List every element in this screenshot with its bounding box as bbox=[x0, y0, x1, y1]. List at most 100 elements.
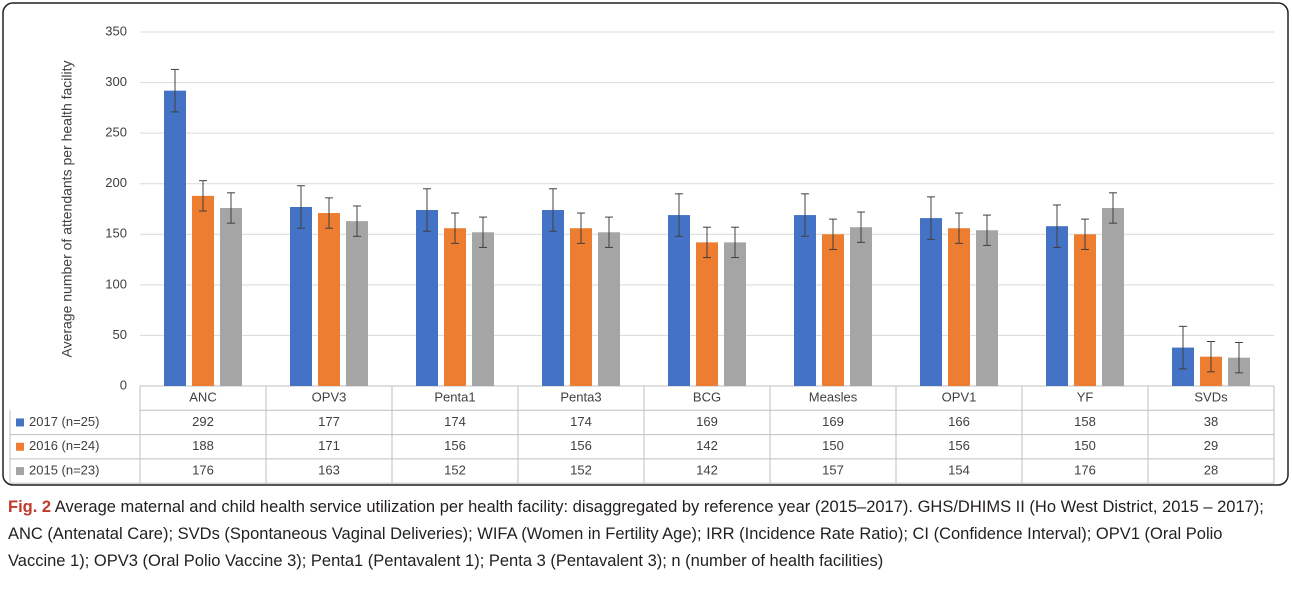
x-tick-label: ANC bbox=[189, 390, 216, 405]
caption: Fig. 2 Average maternal and child health… bbox=[8, 494, 1284, 575]
table-value: 156 bbox=[444, 438, 466, 453]
error-bar bbox=[479, 216, 487, 248]
table-value: 152 bbox=[570, 462, 592, 477]
bar bbox=[1102, 207, 1124, 386]
legend-label: 2015 (n=23) bbox=[29, 462, 99, 477]
error-bar bbox=[1207, 340, 1215, 373]
bar bbox=[290, 206, 312, 386]
x-tick-label: YF bbox=[1077, 390, 1094, 405]
table-value: 28 bbox=[1204, 462, 1218, 477]
bar bbox=[346, 221, 368, 386]
error-bar bbox=[703, 226, 711, 259]
table-value: 152 bbox=[444, 462, 466, 477]
bar bbox=[668, 215, 690, 386]
figure-frame bbox=[2, 2, 1289, 486]
table-value: 292 bbox=[192, 414, 214, 429]
bar bbox=[794, 215, 816, 386]
table-value: 29 bbox=[1204, 438, 1218, 453]
bar bbox=[976, 230, 998, 386]
legend-key bbox=[16, 442, 24, 451]
y-tick-label: 0 bbox=[120, 377, 127, 392]
error-bar bbox=[801, 193, 809, 237]
y-axis-label: Average number of attendants per health … bbox=[59, 60, 75, 357]
bar bbox=[822, 234, 844, 386]
error-bar bbox=[983, 214, 991, 246]
y-tick-label: 100 bbox=[105, 276, 127, 291]
bar bbox=[416, 210, 438, 386]
chart: Average number of attendants per health … bbox=[2, 2, 1289, 486]
bar bbox=[920, 218, 942, 386]
bar bbox=[192, 195, 214, 386]
table-value: 158 bbox=[1074, 414, 1096, 429]
error-bar bbox=[325, 197, 333, 229]
x-tick-label: OPV1 bbox=[942, 390, 977, 405]
x-tick-label: BCG bbox=[693, 390, 721, 405]
bar bbox=[948, 228, 970, 386]
x-tick-label: Measles bbox=[809, 390, 858, 405]
error-bar bbox=[675, 193, 683, 237]
error-bar bbox=[1081, 218, 1089, 250]
error-bar bbox=[1235, 342, 1243, 374]
table-value: 142 bbox=[696, 438, 718, 453]
legend-key bbox=[16, 467, 24, 476]
error-bar bbox=[297, 185, 305, 229]
table-value: 154 bbox=[948, 462, 970, 477]
bar bbox=[1046, 226, 1068, 386]
bar bbox=[598, 232, 620, 386]
bar bbox=[696, 242, 718, 386]
x-tick-label: Penta1 bbox=[434, 390, 475, 405]
error-bar bbox=[829, 218, 837, 250]
table-value: 150 bbox=[822, 438, 844, 453]
bar bbox=[724, 242, 746, 386]
error-bar bbox=[353, 205, 361, 237]
error-bar bbox=[577, 212, 585, 244]
legend-label: 2017 (n=25) bbox=[29, 414, 99, 429]
error-bar bbox=[955, 212, 963, 244]
y-tick-label: 300 bbox=[105, 74, 127, 89]
error-bar bbox=[927, 196, 935, 240]
error-bar bbox=[731, 226, 739, 259]
error-bar bbox=[605, 216, 613, 248]
legend-label: 2016 (n=24) bbox=[29, 438, 99, 453]
table-value: 177 bbox=[318, 414, 340, 429]
bar bbox=[164, 90, 186, 387]
error-bar bbox=[423, 188, 431, 232]
y-tick-label: 250 bbox=[105, 125, 127, 140]
table-value: 169 bbox=[696, 414, 718, 429]
table-value: 174 bbox=[444, 414, 466, 429]
table-value: 188 bbox=[192, 438, 214, 453]
y-tick-label: 150 bbox=[105, 226, 127, 241]
bar bbox=[318, 213, 340, 386]
error-bar bbox=[857, 211, 865, 243]
table-value: 150 bbox=[1074, 438, 1096, 453]
error-bar bbox=[451, 212, 459, 244]
caption-label: Fig. 2 bbox=[8, 498, 52, 516]
table-value: 142 bbox=[696, 462, 718, 477]
error-bar bbox=[227, 192, 235, 224]
table-value: 176 bbox=[1074, 462, 1096, 477]
x-tick-label: OPV3 bbox=[312, 390, 347, 405]
bar bbox=[570, 228, 592, 386]
table-value: 163 bbox=[318, 462, 340, 477]
bar bbox=[850, 227, 872, 386]
table-value: 157 bbox=[822, 462, 844, 477]
table-value: 176 bbox=[192, 462, 214, 477]
x-tick-label: SVDs bbox=[1194, 390, 1228, 405]
legend-key bbox=[16, 418, 24, 427]
table-value: 156 bbox=[948, 438, 970, 453]
bar bbox=[472, 232, 494, 386]
error-bar bbox=[199, 180, 207, 212]
table-value: 174 bbox=[570, 414, 592, 429]
error-bar bbox=[1053, 204, 1061, 248]
error-bar bbox=[171, 68, 179, 113]
x-tick-label: Penta3 bbox=[560, 390, 601, 405]
caption-text: Average maternal and child health servic… bbox=[8, 498, 1264, 570]
error-bar bbox=[1179, 325, 1187, 370]
bar bbox=[444, 228, 466, 386]
bar bbox=[1074, 234, 1096, 386]
table-value: 156 bbox=[570, 438, 592, 453]
bar bbox=[542, 210, 564, 386]
error-bar bbox=[1109, 192, 1117, 224]
y-tick-label: 200 bbox=[105, 175, 127, 190]
